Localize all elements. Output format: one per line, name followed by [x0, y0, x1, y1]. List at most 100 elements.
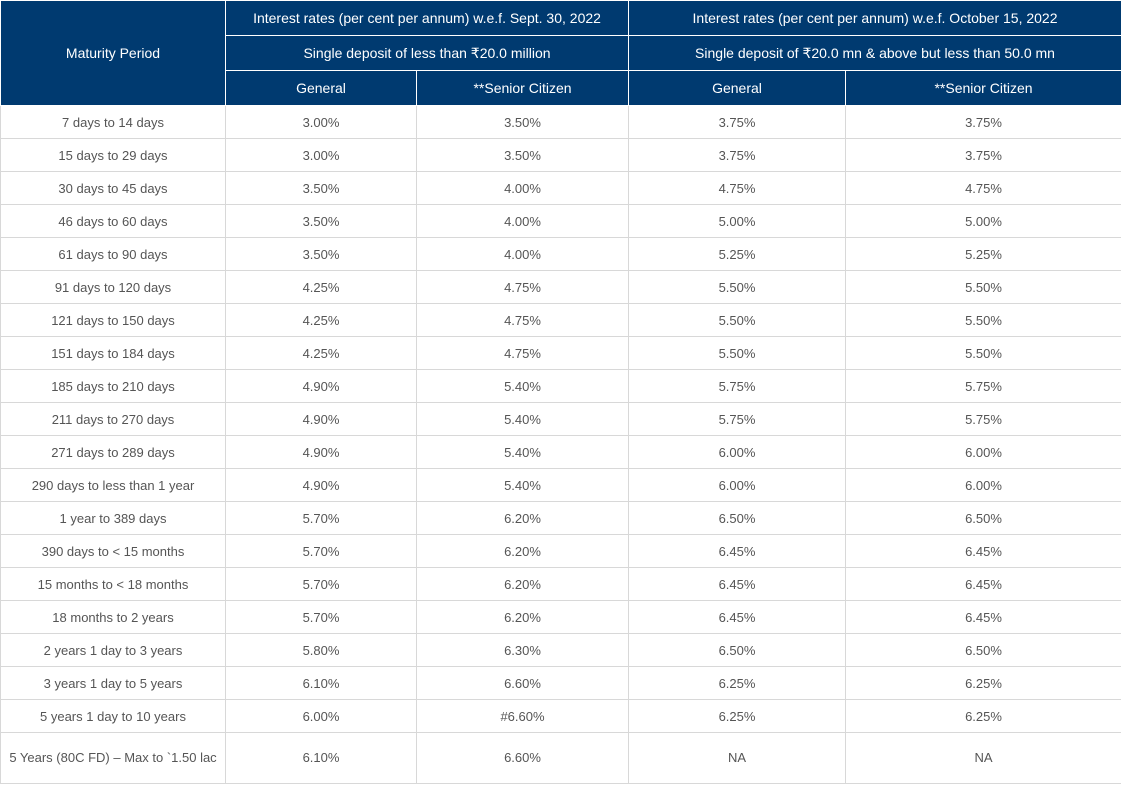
senior-rate-2-cell: 3.75%	[844, 138, 1121, 172]
senior-rate-2-cell: 6.50%	[844, 633, 1121, 667]
senior-rate-2-cell: 5.50%	[844, 303, 1121, 337]
senior-rate-1-cell: #6.60%	[416, 699, 629, 733]
general-rate-2-cell: 6.45%	[628, 600, 846, 634]
senior-rate-2-cell: 6.00%	[844, 435, 1121, 469]
senior-rate-2-cell: 5.75%	[844, 402, 1121, 436]
senior-rate-1-cell: 4.00%	[416, 237, 629, 271]
general-rate-2-cell: 5.00%	[628, 204, 846, 238]
maturity-period-cell: 7 days to 14 days	[0, 105, 226, 139]
senior-rate-2-cell: 3.75%	[844, 105, 1121, 139]
general-rate-2-cell: 6.00%	[628, 468, 846, 502]
general-rate-1-cell: 4.90%	[225, 435, 417, 469]
senior-rate-2-cell: 5.00%	[844, 204, 1121, 238]
maturity-period-cell: 30 days to 45 days	[0, 171, 226, 205]
senior-rate-1-cell: 6.60%	[416, 732, 629, 784]
senior-rate-2-cell: 5.50%	[844, 270, 1121, 304]
maturity-period-cell: 185 days to 210 days	[0, 369, 226, 403]
general-rate-1-cell: 5.70%	[225, 600, 417, 634]
general-rate-1-cell: 3.00%	[225, 138, 417, 172]
table-row: 185 days to 210 days 4.90% 5.40% 5.75% 5.75%	[0, 369, 1121, 403]
general-rate-2-cell: 5.25%	[628, 237, 846, 271]
general-rate-2-cell: 6.45%	[628, 567, 846, 601]
table-row: 5 years 1 day to 10 years 6.00% #6.60% 6.25…	[0, 699, 1121, 733]
general-rate-2-cell: 6.50%	[628, 633, 846, 667]
senior-rate-1-cell: 5.40%	[416, 468, 629, 502]
senior-rate-2-cell: 6.45%	[844, 567, 1121, 601]
maturity-period-cell: 5 Years (80C FD) – Max to `1.50 lac	[0, 732, 226, 784]
senior-2-header: **Senior Citizen	[844, 70, 1121, 106]
senior-rate-2-cell: 4.75%	[844, 171, 1121, 205]
general-rate-1-cell: 3.50%	[225, 171, 417, 205]
senior-rate-2-cell: 6.25%	[844, 666, 1121, 700]
table-header: Maturity Period Interest rates (per cent…	[0, 0, 1121, 106]
table-row: 5 Years (80C FD) – Max to `1.50 lac 6.10%…	[0, 732, 1121, 784]
senior-rate-2-cell: 5.25%	[844, 237, 1121, 271]
table-row: 7 days to 14 days 3.00% 3.50% 3.75% 3.75%	[0, 105, 1121, 139]
general-rate-2-cell: 5.75%	[628, 402, 846, 436]
senior-rate-1-cell: 6.30%	[416, 633, 629, 667]
senior-rate-2-cell: 6.00%	[844, 468, 1121, 502]
general-rate-1-cell: 3.50%	[225, 237, 417, 271]
senior-rate-2-cell: NA	[844, 732, 1121, 784]
general-rate-2-cell: 5.50%	[628, 270, 846, 304]
general-rate-1-cell: 4.25%	[225, 270, 417, 304]
table-row: 151 days to 184 days 4.25% 4.75% 5.50% 5.50%	[0, 336, 1121, 370]
general-rate-2-cell: 5.75%	[628, 369, 846, 403]
table-row: 30 days to 45 days 3.50% 4.00% 4.75% 4.75%	[0, 171, 1121, 205]
general-rate-2-cell: 6.25%	[628, 666, 846, 700]
general-rate-1-cell: 6.10%	[225, 666, 417, 700]
senior-rate-1-cell: 6.20%	[416, 501, 629, 535]
senior-rate-1-cell: 6.20%	[416, 534, 629, 568]
senior-rate-1-cell: 4.75%	[416, 270, 629, 304]
maturity-period-cell: 18 months to 2 years	[0, 600, 226, 634]
table-row: 1 year to 389 days 5.70% 6.20% 6.50% 6.50%	[0, 501, 1121, 535]
table-row: 91 days to 120 days 4.25% 4.75% 5.50% 5.50%	[0, 270, 1121, 304]
general-rate-1-cell: 4.90%	[225, 468, 417, 502]
maturity-period-cell: 46 days to 60 days	[0, 204, 226, 238]
senior-rate-1-cell: 4.75%	[416, 303, 629, 337]
senior-rate-1-cell: 4.75%	[416, 336, 629, 370]
senior-rate-2-cell: 6.45%	[844, 534, 1121, 568]
maturity-period-cell: 15 days to 29 days	[0, 138, 226, 172]
senior-rate-1-cell: 6.20%	[416, 567, 629, 601]
senior-rate-2-cell: 6.50%	[844, 501, 1121, 535]
general-rate-1-cell: 4.90%	[225, 402, 417, 436]
general-rate-2-cell: 6.00%	[628, 435, 846, 469]
general-rate-1-cell: 5.70%	[225, 501, 417, 535]
senior-rate-2-cell: 6.45%	[844, 600, 1121, 634]
group2-title-header: Interest rates (per cent per annum) w.e.…	[627, 0, 1121, 36]
group2-subtitle-header: Single deposit of ₹20.0 mn & above but l…	[627, 35, 1121, 71]
maturity-period-cell: 211 days to 270 days	[0, 402, 226, 436]
senior-rate-1-cell: 4.00%	[416, 204, 629, 238]
table-body: 7 days to 14 days 3.00% 3.50% 3.75% 3.75% 15 …	[0, 105, 1121, 784]
table-row: 18 months to 2 years 5.70% 6.20% 6.45% 6.45%	[0, 600, 1121, 634]
table-row: 2 years 1 day to 3 years 5.80% 6.30% 6.50% 6…	[0, 633, 1121, 667]
group1-subtitle-header: Single deposit of less than ₹20.0 millio…	[225, 35, 629, 71]
senior-rate-1-cell: 3.50%	[416, 138, 629, 172]
maturity-period-cell: 390 days to < 15 months	[0, 534, 226, 568]
table-row: 15 days to 29 days 3.00% 3.50% 3.75% 3.75%	[0, 138, 1121, 172]
senior-rate-2-cell: 6.25%	[844, 699, 1121, 733]
table-row: 211 days to 270 days 4.90% 5.40% 5.75% 5.75%	[0, 402, 1121, 436]
general-rate-1-cell: 5.70%	[225, 534, 417, 568]
senior-rate-1-cell: 5.40%	[416, 369, 629, 403]
general-rate-1-cell: 4.25%	[225, 303, 417, 337]
table-row: 15 months to < 18 months 5.70% 6.20% 6.45% 6…	[0, 567, 1121, 601]
general-rate-2-cell: 3.75%	[628, 105, 846, 139]
general-rate-1-cell: 5.70%	[225, 567, 417, 601]
general-rate-2-cell: 3.75%	[628, 138, 846, 172]
group1-title-header: Interest rates (per cent per annum) w.e.…	[225, 0, 629, 36]
table-row: 46 days to 60 days 3.50% 4.00% 5.00% 5.00%	[0, 204, 1121, 238]
senior-rate-1-cell: 5.40%	[416, 402, 629, 436]
maturity-period-cell: 1 year to 389 days	[0, 501, 226, 535]
general-rate-2-cell: NA	[628, 732, 846, 784]
senior-rate-2-cell: 5.75%	[844, 369, 1121, 403]
general-rate-1-cell: 6.10%	[225, 732, 417, 784]
maturity-period-cell: 91 days to 120 days	[0, 270, 226, 304]
senior-1-header: **Senior Citizen	[416, 70, 629, 106]
senior-rate-2-cell: 5.50%	[844, 336, 1121, 370]
maturity-period-cell: 121 days to 150 days	[0, 303, 226, 337]
maturity-period-cell: 15 months to < 18 months	[0, 567, 226, 601]
maturity-period-cell: 290 days to less than 1 year	[0, 468, 226, 502]
